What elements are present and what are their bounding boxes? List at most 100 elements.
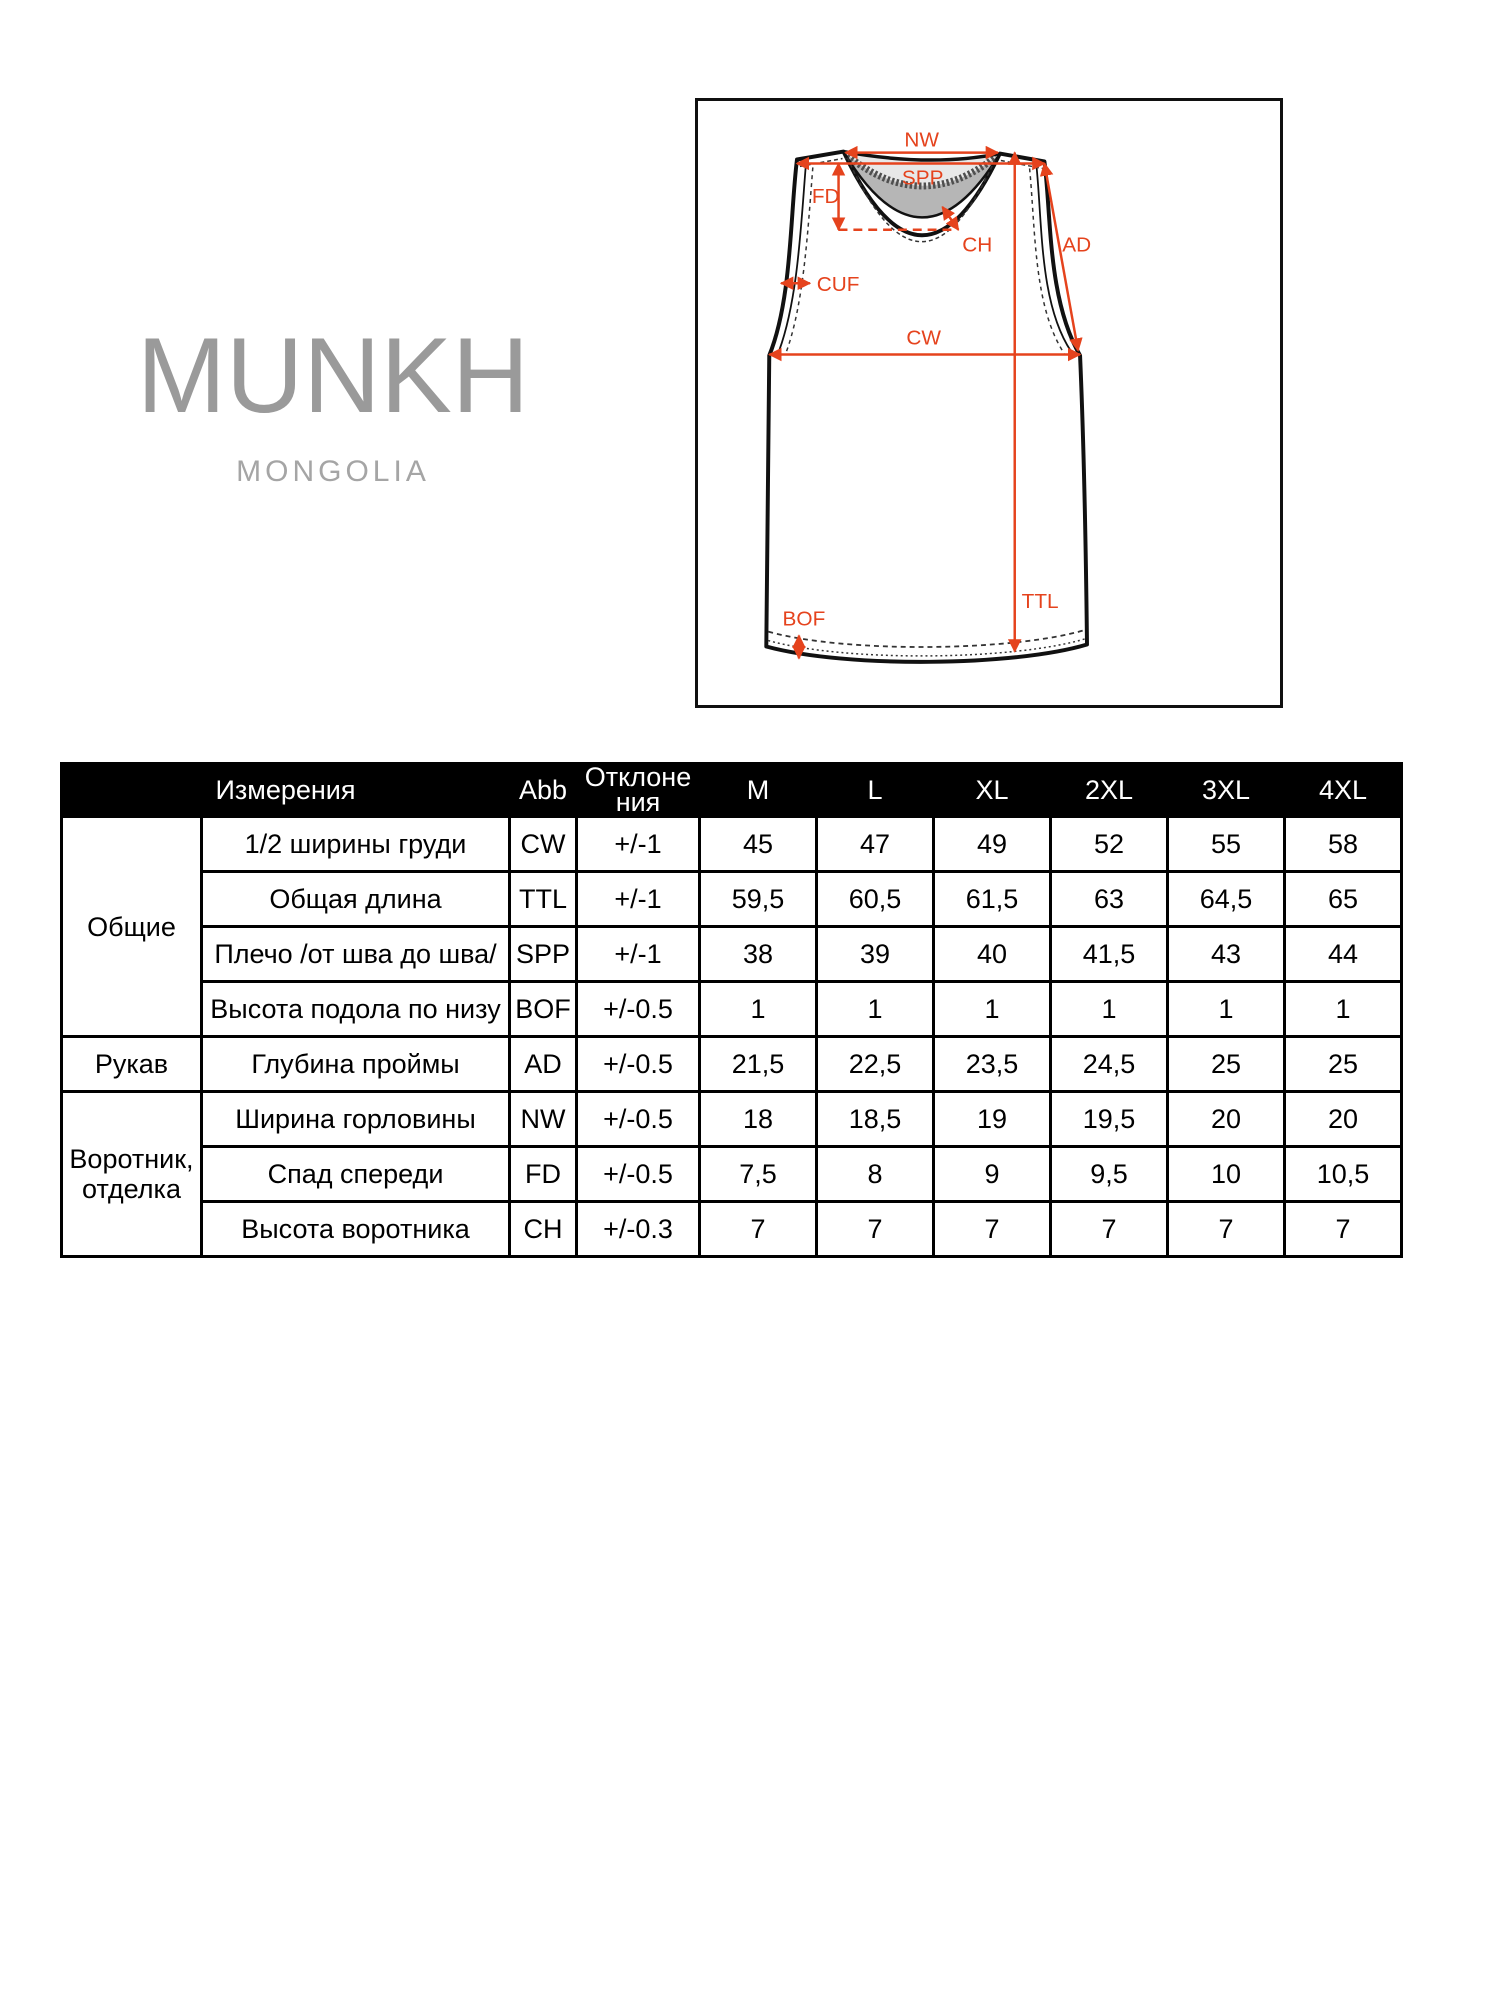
- tolerance-cell: +/-0.5: [575, 1090, 701, 1148]
- value-cell: 59,5: [698, 870, 818, 928]
- value-cell: 20: [1166, 1090, 1286, 1148]
- abb-cell: SPP: [508, 925, 578, 983]
- value-cell: 25: [1166, 1035, 1286, 1093]
- bof-label: BOF: [783, 608, 826, 631]
- measurement-label-cell: Высота воротника: [200, 1200, 511, 1258]
- value-cell: 61,5: [932, 870, 1052, 928]
- value-cell: 7: [698, 1200, 818, 1258]
- tolerance-cell: +/-1: [575, 925, 701, 983]
- value-cell: 24,5: [1049, 1035, 1169, 1093]
- measurement-label-cell: Ширина горловины: [200, 1090, 511, 1148]
- value-cell: 25: [1283, 1035, 1403, 1093]
- value-cell: 9: [932, 1145, 1052, 1203]
- value-cell: 18,5: [815, 1090, 935, 1148]
- value-cell: 64,5: [1166, 870, 1286, 928]
- measurement-label-cell: Глубина проймы: [200, 1035, 511, 1093]
- measurement-label-cell: Высота подола по низу: [200, 980, 511, 1038]
- value-cell: 10,5: [1283, 1145, 1403, 1203]
- header-measurements: Измерения: [60, 762, 511, 818]
- value-cell: 19: [932, 1090, 1052, 1148]
- tolerance-cell: +/-0.5: [575, 980, 701, 1038]
- table-row: Общая длина TTL +/-1 59,5 60,5 61,5 63 6…: [62, 870, 1403, 928]
- table-row: Спад спереди FD +/-0.5 7,5 8 9 9,5 10 10…: [62, 1145, 1403, 1203]
- abb-cell: BOF: [508, 980, 578, 1038]
- value-cell: 38: [698, 925, 818, 983]
- value-cell: 9,5: [1049, 1145, 1169, 1203]
- value-cell: 7: [932, 1200, 1052, 1258]
- header-size-2xl: 2XL: [1049, 762, 1169, 818]
- nw-label: NW: [904, 129, 939, 152]
- group-cell-general: Общие: [60, 815, 203, 1038]
- value-cell: 1: [1166, 980, 1286, 1038]
- value-cell: 1: [1283, 980, 1403, 1038]
- header-tolerance: Отклоне ния: [575, 762, 701, 818]
- left-armhole-stitch: [785, 167, 814, 353]
- size-table: Измерения Abb Отклоне ния M L XL 2XL 3XL…: [60, 762, 1403, 1258]
- header-size-3xl: 3XL: [1166, 762, 1286, 818]
- abb-cell: NW: [508, 1090, 578, 1148]
- value-cell: 10: [1166, 1145, 1286, 1203]
- table-row: Общие 1/2 ширины груди CW +/-1 45 47 49 …: [60, 815, 1403, 1038]
- value-cell: 49: [932, 815, 1052, 873]
- table-row: Плечо /от шва до шва/ SPP +/-1 38 39 40 …: [62, 925, 1403, 983]
- value-cell: 8: [815, 1145, 935, 1203]
- abb-cell: CW: [508, 815, 578, 873]
- value-cell: 60,5: [815, 870, 935, 928]
- group-cell-collar: Воротник, отделка: [60, 1090, 203, 1258]
- spp-label: SPP: [902, 166, 944, 189]
- header-size-m: M: [698, 762, 818, 818]
- value-cell: 7: [815, 1200, 935, 1258]
- ad-label: AD: [1062, 234, 1091, 257]
- tolerance-cell: +/-0.5: [575, 1145, 701, 1203]
- value-cell: 19,5: [1049, 1090, 1169, 1148]
- header-abb: Abb: [508, 762, 578, 818]
- tolerance-cell: +/-0.5: [575, 1035, 701, 1093]
- value-cell: 65: [1283, 870, 1403, 928]
- brand-name: MUNKH: [136, 315, 530, 435]
- cw-label: CW: [906, 327, 941, 350]
- value-cell: 22,5: [815, 1035, 935, 1093]
- abb-cell: CH: [508, 1200, 578, 1258]
- cuf-label: CUF: [817, 273, 860, 296]
- value-cell: 1: [1049, 980, 1169, 1038]
- value-cell: 1: [932, 980, 1052, 1038]
- value-cell: 47: [815, 815, 935, 873]
- value-cell: 55: [1166, 815, 1286, 873]
- ttl-label: TTL: [1022, 590, 1059, 613]
- table-row: Высота воротника CH +/-0.3 7 7 7 7 7 7: [62, 1200, 1403, 1258]
- table-header-row: Измерения Abb Отклоне ния M L XL 2XL 3XL…: [60, 762, 1403, 818]
- table-row: Рукав Глубина проймы AD +/-0.5 21,5 22,5…: [60, 1035, 1403, 1093]
- value-cell: 7: [1049, 1200, 1169, 1258]
- header-size-l: L: [815, 762, 935, 818]
- tank-top-sketch: NW SPP FD CH AD CUF CW TTL BOF: [764, 129, 1091, 664]
- ch-arrow: [941, 205, 960, 231]
- measurement-label-cell: Общая длина: [200, 870, 511, 928]
- value-cell: 45: [698, 815, 818, 873]
- value-cell: 20: [1283, 1090, 1403, 1148]
- front-neck-inner-edge: [842, 150, 1001, 219]
- hem-stitch-1: [768, 628, 1087, 648]
- value-cell: 23,5: [932, 1035, 1052, 1093]
- measurement-label-cell: Спад спереди: [200, 1145, 511, 1203]
- ad-arrow: [1039, 162, 1083, 352]
- value-cell: 7: [1166, 1200, 1286, 1258]
- value-cell: 52: [1049, 815, 1169, 873]
- table-row: Высота подола по низу BOF +/-0.5 1 1 1 1…: [62, 980, 1403, 1038]
- left-armhole-inner-line: [778, 164, 807, 351]
- value-cell: 7: [1283, 1200, 1403, 1258]
- table-row: Воротник, отделка Ширина горловины NW +/…: [60, 1090, 1403, 1258]
- value-cell: 40: [932, 925, 1052, 983]
- abb-cell: TTL: [508, 870, 578, 928]
- measurement-label-cell: Плечо /от шва до шва/: [200, 925, 511, 983]
- value-cell: 44: [1283, 925, 1403, 983]
- value-cell: 1: [815, 980, 935, 1038]
- value-cell: 63: [1049, 870, 1169, 928]
- garment-diagram-frame: NW SPP FD CH AD CUF CW TTL BOF: [695, 98, 1283, 708]
- value-cell: 7,5: [698, 1145, 818, 1203]
- value-cell: 21,5: [698, 1035, 818, 1093]
- tolerance-cell: +/-0.3: [575, 1200, 701, 1258]
- value-cell: 39: [815, 925, 935, 983]
- brand-subtitle: MONGOLIA: [236, 455, 430, 488]
- value-cell: 58: [1283, 815, 1403, 873]
